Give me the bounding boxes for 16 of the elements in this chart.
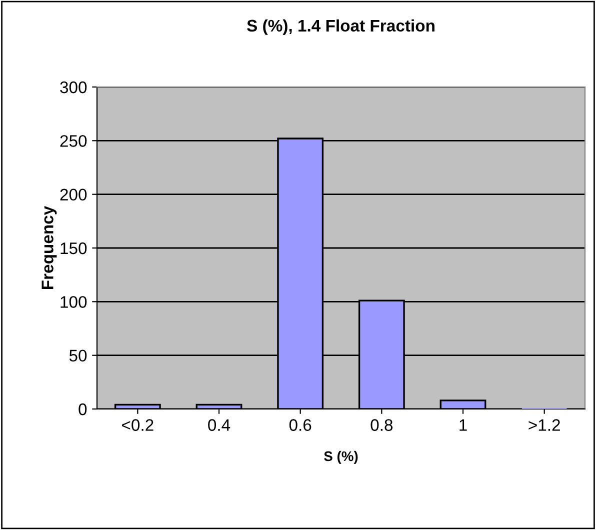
x-tick-label: 0.8 [370,419,393,431]
y-tick-label: 150 [60,242,87,254]
x-axis-title: S (%) [324,450,358,464]
x-tick-label: 0.4 [208,419,230,431]
y-tick-label: 100 [60,296,87,308]
y-tick-label: 0 [78,403,87,416]
x-tick-label: <0.2 [122,419,154,431]
y-tick-label: 50 [69,350,87,362]
x-tick-label: 0.6 [289,419,312,431]
y-tick-label: 300 [60,81,87,94]
y-axis-title: Frequency [42,206,57,290]
y-tick-label: 200 [60,188,87,201]
x-tick-label: >1.2 [528,419,560,431]
y-tick-label: 250 [60,135,87,147]
chart-title: S (%), 1.4 Float Fraction [247,19,434,35]
x-tick-label: 1 [460,419,467,431]
